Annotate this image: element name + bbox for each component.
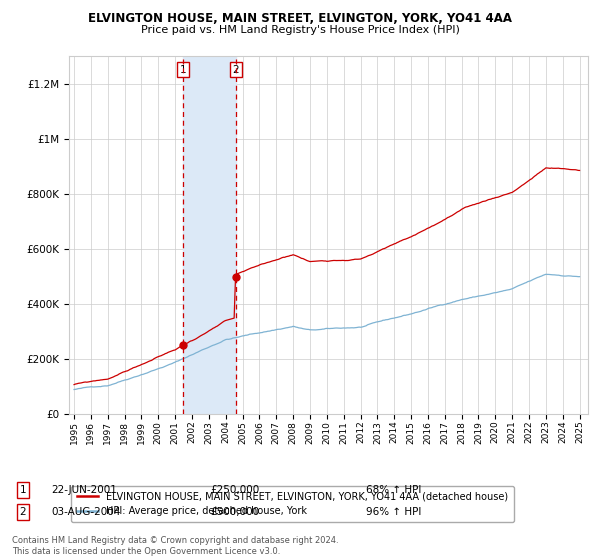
Text: 03-AUG-2004: 03-AUG-2004 <box>51 507 121 517</box>
Text: 2: 2 <box>19 507 26 517</box>
Text: 1: 1 <box>19 485 26 495</box>
Text: £250,000: £250,000 <box>210 485 259 495</box>
Text: £500,000: £500,000 <box>210 507 259 517</box>
Legend: ELVINGTON HOUSE, MAIN STREET, ELVINGTON, YORK, YO41 4AA (detached house), HPI: A: ELVINGTON HOUSE, MAIN STREET, ELVINGTON,… <box>71 486 514 522</box>
Text: ELVINGTON HOUSE, MAIN STREET, ELVINGTON, YORK, YO41 4AA: ELVINGTON HOUSE, MAIN STREET, ELVINGTON,… <box>88 12 512 25</box>
Text: 1: 1 <box>180 65 187 75</box>
Text: 96% ↑ HPI: 96% ↑ HPI <box>366 507 421 517</box>
Text: 68% ↑ HPI: 68% ↑ HPI <box>366 485 421 495</box>
Text: 22-JUN-2001: 22-JUN-2001 <box>51 485 117 495</box>
Text: 2: 2 <box>232 65 239 75</box>
Text: Price paid vs. HM Land Registry's House Price Index (HPI): Price paid vs. HM Land Registry's House … <box>140 25 460 35</box>
Text: Contains HM Land Registry data © Crown copyright and database right 2024.
This d: Contains HM Land Registry data © Crown c… <box>12 536 338 556</box>
Bar <box>183 56 236 414</box>
